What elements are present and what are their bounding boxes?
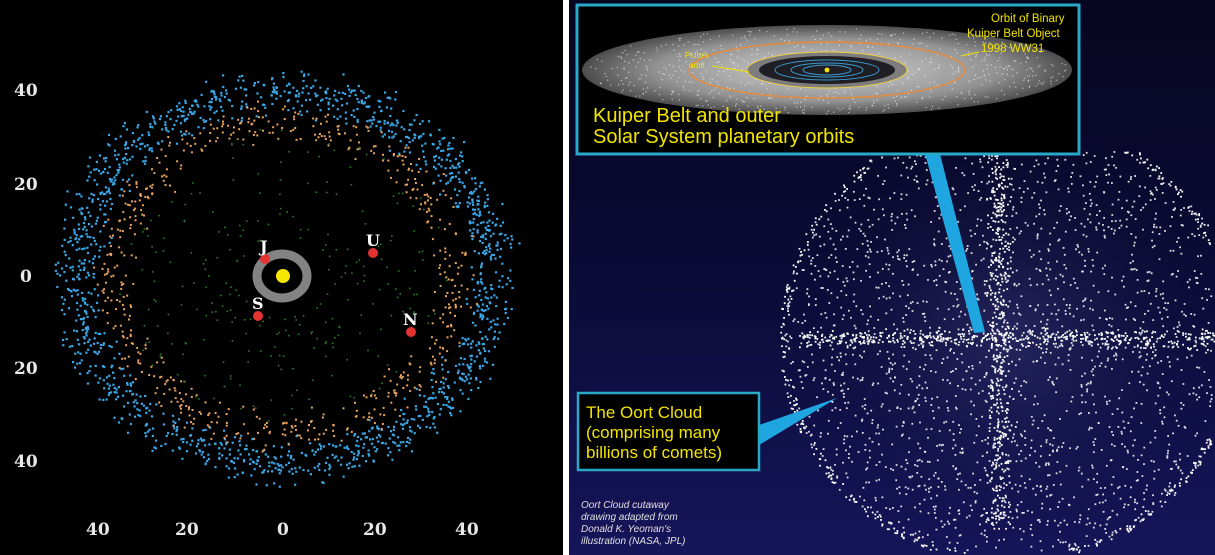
jupiter-marker: [260, 254, 270, 264]
kuiper-callout-title: Solar System planetary orbits: [593, 126, 854, 148]
oort-cloud-illustration: Pluto's orbit Orbit of Binary Kuiper Bel…: [569, 0, 1215, 555]
y-tick-label: 20: [14, 359, 38, 379]
oort-cloud-svg: Pluto's orbit Orbit of Binary Kuiper Bel…: [575, 3, 1215, 555]
pluto-orbit-label: Pluto's: [685, 51, 709, 60]
y-tick-label: 0: [20, 267, 32, 287]
y-tick-label: 40: [14, 81, 38, 101]
planet-label-jupiter: J: [258, 237, 268, 256]
x-tick-label: 20: [363, 520, 387, 540]
x-tick-label: 40: [86, 520, 110, 540]
kuiper-belt-plot-svg: J S U N 40 20 0 20 40 40 20 0 20 40: [14, 70, 521, 540]
x-tick-label: 0: [277, 520, 289, 540]
oort-callout-text: billions of comets): [586, 443, 722, 462]
uranus-marker: [368, 248, 378, 258]
kbo-label-leader: [960, 51, 980, 57]
saturn-orbit: [802, 64, 852, 76]
kuiper-callout: Pluto's orbit Orbit of Binary Kuiper Bel…: [575, 3, 1081, 156]
kuiper-callout-title: Kuiper Belt and outer: [593, 105, 781, 127]
uranus-orbit: [790, 62, 864, 78]
sun-icon: [276, 269, 290, 283]
planet-label-neptune: N: [403, 310, 418, 329]
pluto-label-leader: [711, 65, 750, 73]
credit-line: illustration (NASA, JPL): [581, 536, 685, 547]
x-tick-label: 40: [455, 520, 479, 540]
oort-callout-text: (comprising many: [586, 423, 721, 442]
saturn-marker: [253, 311, 263, 321]
neptune-orbit: [774, 59, 880, 81]
pluto-orbit-label: orbit: [689, 61, 705, 70]
kuiper-pointer: [924, 150, 985, 333]
oort-pointer: [759, 398, 837, 445]
kuiper-belt-plot: J S U N 40 20 0 20 40 40 20 0 20 40: [0, 0, 563, 555]
y-tick-label: 20: [14, 175, 38, 195]
y-tick-label: 40: [14, 452, 38, 472]
neptune-marker: [406, 327, 416, 337]
sun-icon: [824, 67, 830, 73]
kbo-orbit-label: Kuiper Belt Object: [967, 28, 1060, 40]
oort-callout-text: The Oort Cloud: [586, 403, 702, 422]
planet-label-saturn: S: [252, 294, 264, 313]
image-credit: Oort Cloud cutaway drawing adapted from …: [581, 500, 685, 547]
x-tick-label: 20: [175, 520, 199, 540]
kbo-orbit-label: 1998 WW31: [981, 43, 1044, 55]
credit-line: Donald K. Yeoman's: [581, 524, 671, 535]
planet-label-uranus: U: [366, 231, 380, 250]
oort-cloud-particles: [780, 148, 1215, 554]
oort-callout: The Oort Cloud (comprising many billions…: [576, 391, 761, 472]
oort-callout-box: [576, 391, 761, 472]
binary-kbo-orbit: [688, 41, 966, 99]
asteroid-belt-ring: [252, 249, 312, 303]
oort-sphere-glow: [777, 106, 1215, 555]
credit-line: drawing adapted from: [581, 512, 678, 523]
kuiper-belt-particles: [54, 70, 521, 488]
kbo-orbit-label: Orbit of Binary: [991, 13, 1065, 25]
credit-line: Oort Cloud cutaway: [581, 500, 670, 511]
